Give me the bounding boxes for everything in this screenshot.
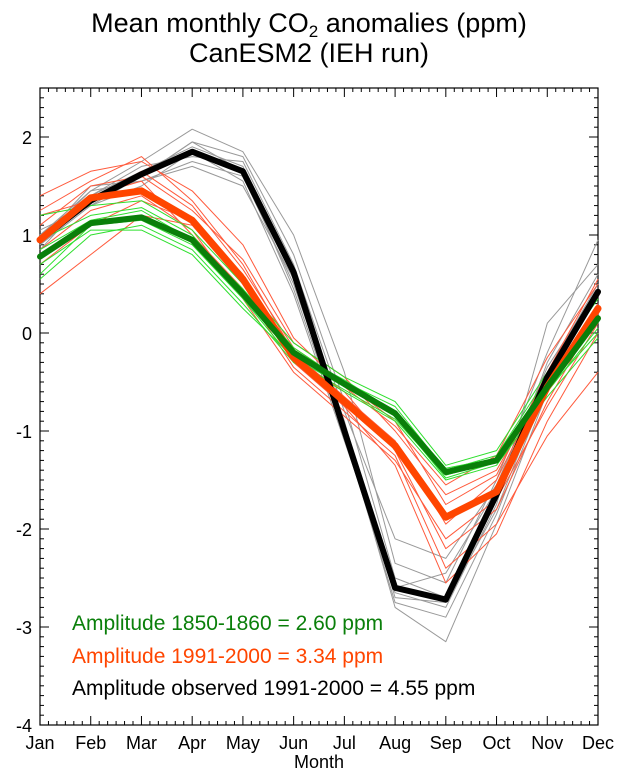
ensemble-line — [39, 161, 599, 486]
x-tick-labels: Jan Feb Mar Apr May Jun Jul Aug Sep Oct Nov Dec — [25, 733, 614, 753]
y-tick-label: -2 — [16, 520, 32, 540]
amplitude-observed-label: Amplitude observed 1991-2000 = 4.55 ppm — [72, 677, 476, 700]
y-tick-label: -4 — [16, 716, 32, 736]
x-tick-label: Mar — [126, 733, 157, 753]
y-tick-label: -1 — [16, 422, 32, 442]
x-tick-label: Aug — [379, 733, 411, 753]
y-tick-label: -3 — [16, 618, 32, 638]
ensemble-lines — [39, 128, 599, 643]
x-tick-label: Dec — [582, 733, 614, 753]
series-line — [36, 187, 602, 521]
y-tick-label: 0 — [22, 324, 32, 344]
x-tick-label: Jul — [333, 733, 356, 753]
ensemble-line — [39, 195, 599, 540]
y-tick-label: 2 — [22, 128, 32, 148]
y-tick-label: 1 — [22, 226, 32, 246]
ensemble-line — [39, 214, 599, 584]
ensemble-line — [39, 156, 599, 559]
ensemble-line — [39, 165, 599, 608]
ensemble-line — [39, 200, 599, 466]
x-tick-label: Apr — [178, 733, 206, 753]
x-tick-label: May — [226, 733, 260, 753]
chart-subtitle: CanESM2 (IEH run) — [188, 38, 430, 68]
ensemble-line — [39, 180, 599, 569]
x-tick-label: Feb — [75, 733, 106, 753]
amplitude-1991-2000-label: Amplitude 1991-2000 = 3.34 ppm — [72, 645, 384, 668]
x-tick-label: Jun — [279, 733, 308, 753]
x-tick-label: Oct — [483, 733, 511, 753]
ensemble-line — [39, 161, 599, 643]
x-tick-label: Sep — [430, 733, 462, 753]
x-tick-label: Jan — [25, 733, 54, 753]
series-lines — [36, 148, 602, 603]
x-tick-label: Nov — [531, 733, 563, 753]
y-tick-labels: -4 -3 -2 -1 0 1 2 — [16, 128, 32, 736]
axis-ticks — [39, 87, 599, 726]
amplitude-1850-1860-label: Amplitude 1850-1860 = 2.60 ppm — [72, 612, 384, 635]
series-line — [37, 214, 601, 476]
chart-title: Mean monthly CO2 anomalies (ppm) — [91, 8, 527, 41]
x-axis-title: Month — [294, 752, 344, 772]
